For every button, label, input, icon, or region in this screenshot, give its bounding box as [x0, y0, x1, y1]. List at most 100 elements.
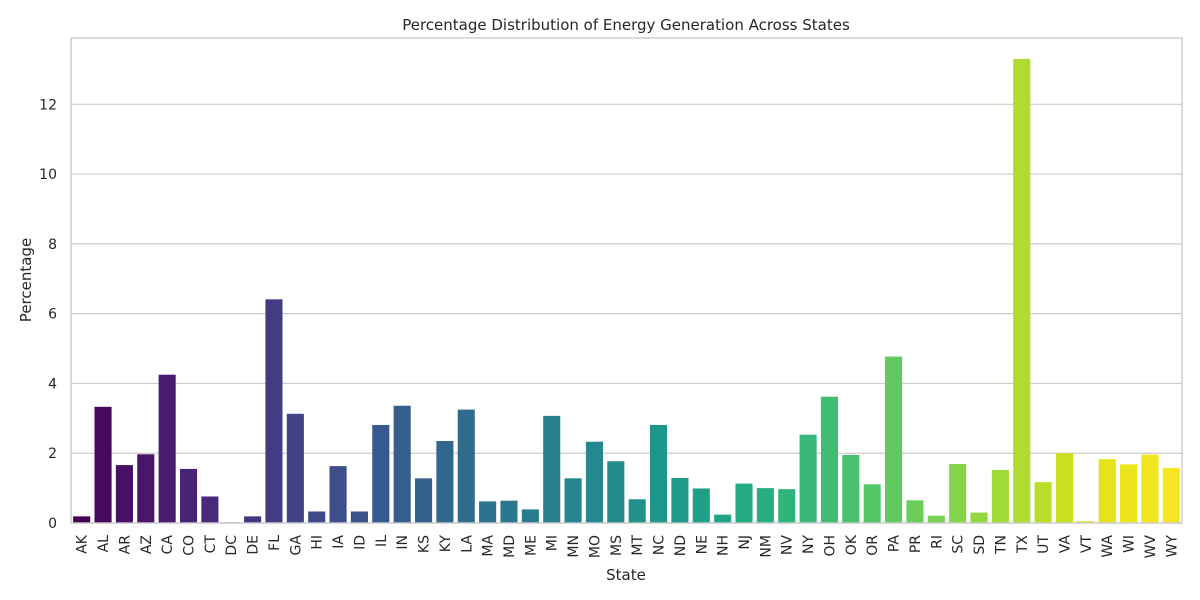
x-tick-label: KY: [438, 535, 454, 553]
x-tick-label: HI: [310, 535, 326, 550]
x-tick-label: SD: [972, 535, 988, 555]
x-tick-label: SC: [951, 535, 967, 554]
bar-ok: [842, 454, 860, 523]
bar-ma: [479, 501, 497, 523]
x-tick-label: IL: [374, 535, 390, 547]
x-tick-label: WA: [1100, 535, 1116, 558]
bar-pa: [885, 356, 903, 523]
x-tick-label: LA: [459, 535, 475, 553]
bar-pr: [906, 500, 924, 523]
bar-me: [521, 509, 539, 523]
x-tick-label: OH: [822, 535, 838, 557]
bar-ca: [158, 374, 176, 523]
bar-ny: [799, 434, 817, 523]
bar-wy: [1162, 467, 1180, 523]
x-tick-label: OK: [844, 534, 860, 555]
bar-fl: [265, 299, 283, 523]
bar-ct: [201, 496, 219, 523]
bar-layer: [73, 58, 1180, 524]
bar-mn: [564, 478, 582, 523]
x-tick-label: NH: [716, 535, 732, 556]
x-tick-label: UT: [1036, 535, 1052, 554]
bar-sc: [949, 464, 967, 523]
bar-ky: [436, 441, 454, 523]
x-tick-label: RI: [929, 535, 945, 549]
bar-vt: [1077, 521, 1095, 523]
bar-id: [350, 511, 368, 523]
bar-nc: [650, 424, 668, 523]
bar-wv: [1141, 454, 1159, 523]
bar-in: [393, 405, 411, 523]
x-tick-label: MI: [545, 535, 561, 551]
y-tick-labels: 0 2 4 6 8 10 12: [39, 97, 57, 532]
x-tick-label: VA: [1057, 535, 1073, 554]
bar-ks: [414, 478, 433, 523]
bar-nv: [778, 489, 796, 523]
bar-nj: [735, 483, 753, 523]
x-tick-label: IN: [395, 535, 411, 550]
bar-md: [500, 500, 518, 523]
x-tick-label: AR: [117, 535, 133, 555]
bar-de: [244, 516, 262, 523]
y-tick-label: 10: [39, 167, 57, 183]
x-tick-label: DC: [224, 535, 240, 556]
bar-ri: [927, 515, 945, 523]
x-tick-label: ND: [673, 535, 689, 556]
bar-nm: [756, 488, 774, 523]
x-tick-label: VT: [1079, 535, 1095, 554]
bar-mt: [628, 499, 646, 523]
x-tick-label: MN: [566, 535, 582, 558]
x-tick-label: MO: [587, 535, 603, 558]
x-tick-label: OR: [865, 535, 881, 556]
x-tick-label: CO: [182, 535, 198, 556]
bar-al: [94, 406, 112, 523]
bar-or: [863, 484, 881, 523]
bar-nd: [671, 477, 689, 523]
bar-ar: [115, 465, 133, 523]
x-tick-label: IA: [331, 535, 347, 549]
bar-va: [1055, 453, 1074, 523]
y-tick-label: 8: [48, 237, 57, 253]
x-tick-label: MT: [630, 535, 646, 556]
x-tick-label: WV: [1143, 535, 1159, 559]
x-tick-label: MS: [609, 535, 625, 556]
x-tick-label: CA: [160, 535, 176, 555]
bar-az: [137, 454, 155, 523]
x-tick-label: DE: [246, 535, 262, 555]
x-tick-label: AZ: [139, 535, 155, 554]
bar-ut: [1034, 482, 1052, 523]
plot-frame: [70, 37, 1183, 524]
bar-tn: [991, 469, 1009, 523]
bar-ak: [73, 516, 91, 523]
bar-sd: [970, 512, 988, 523]
bar-il: [372, 424, 390, 523]
x-tick-label: PR: [908, 535, 924, 553]
x-tick-label: MD: [502, 535, 518, 558]
x-tick-label: CT: [203, 535, 219, 554]
bar-tx: [1013, 58, 1031, 524]
y-tick-label: 6: [48, 307, 57, 323]
y-tick-label: 4: [48, 376, 57, 392]
bar-mi: [543, 415, 561, 523]
x-tick-label: NC: [652, 535, 668, 555]
x-tick-label: NV: [780, 535, 796, 555]
bar-la: [457, 409, 475, 523]
x-tick-label: NJ: [737, 535, 753, 550]
bar-hi: [308, 511, 326, 523]
x-tick-label: WI: [1122, 535, 1138, 553]
x-tick-label: FL: [267, 535, 283, 551]
x-tick-label: AK: [75, 534, 91, 554]
x-tick-label: KS: [417, 535, 433, 553]
x-tick-label: ID: [352, 535, 368, 550]
y-tick-label: 0: [48, 516, 57, 532]
x-tick-label: TX: [1015, 535, 1031, 555]
x-tick-label: GA: [288, 535, 304, 556]
chart-title: Percentage Distribution of Energy Genera…: [402, 16, 850, 34]
x-tick-label: NY: [801, 535, 817, 554]
x-tick-label: PA: [887, 535, 903, 553]
bar-wa: [1098, 459, 1116, 523]
y-axis-label: Percentage: [17, 238, 35, 322]
bar-ms: [607, 461, 625, 523]
